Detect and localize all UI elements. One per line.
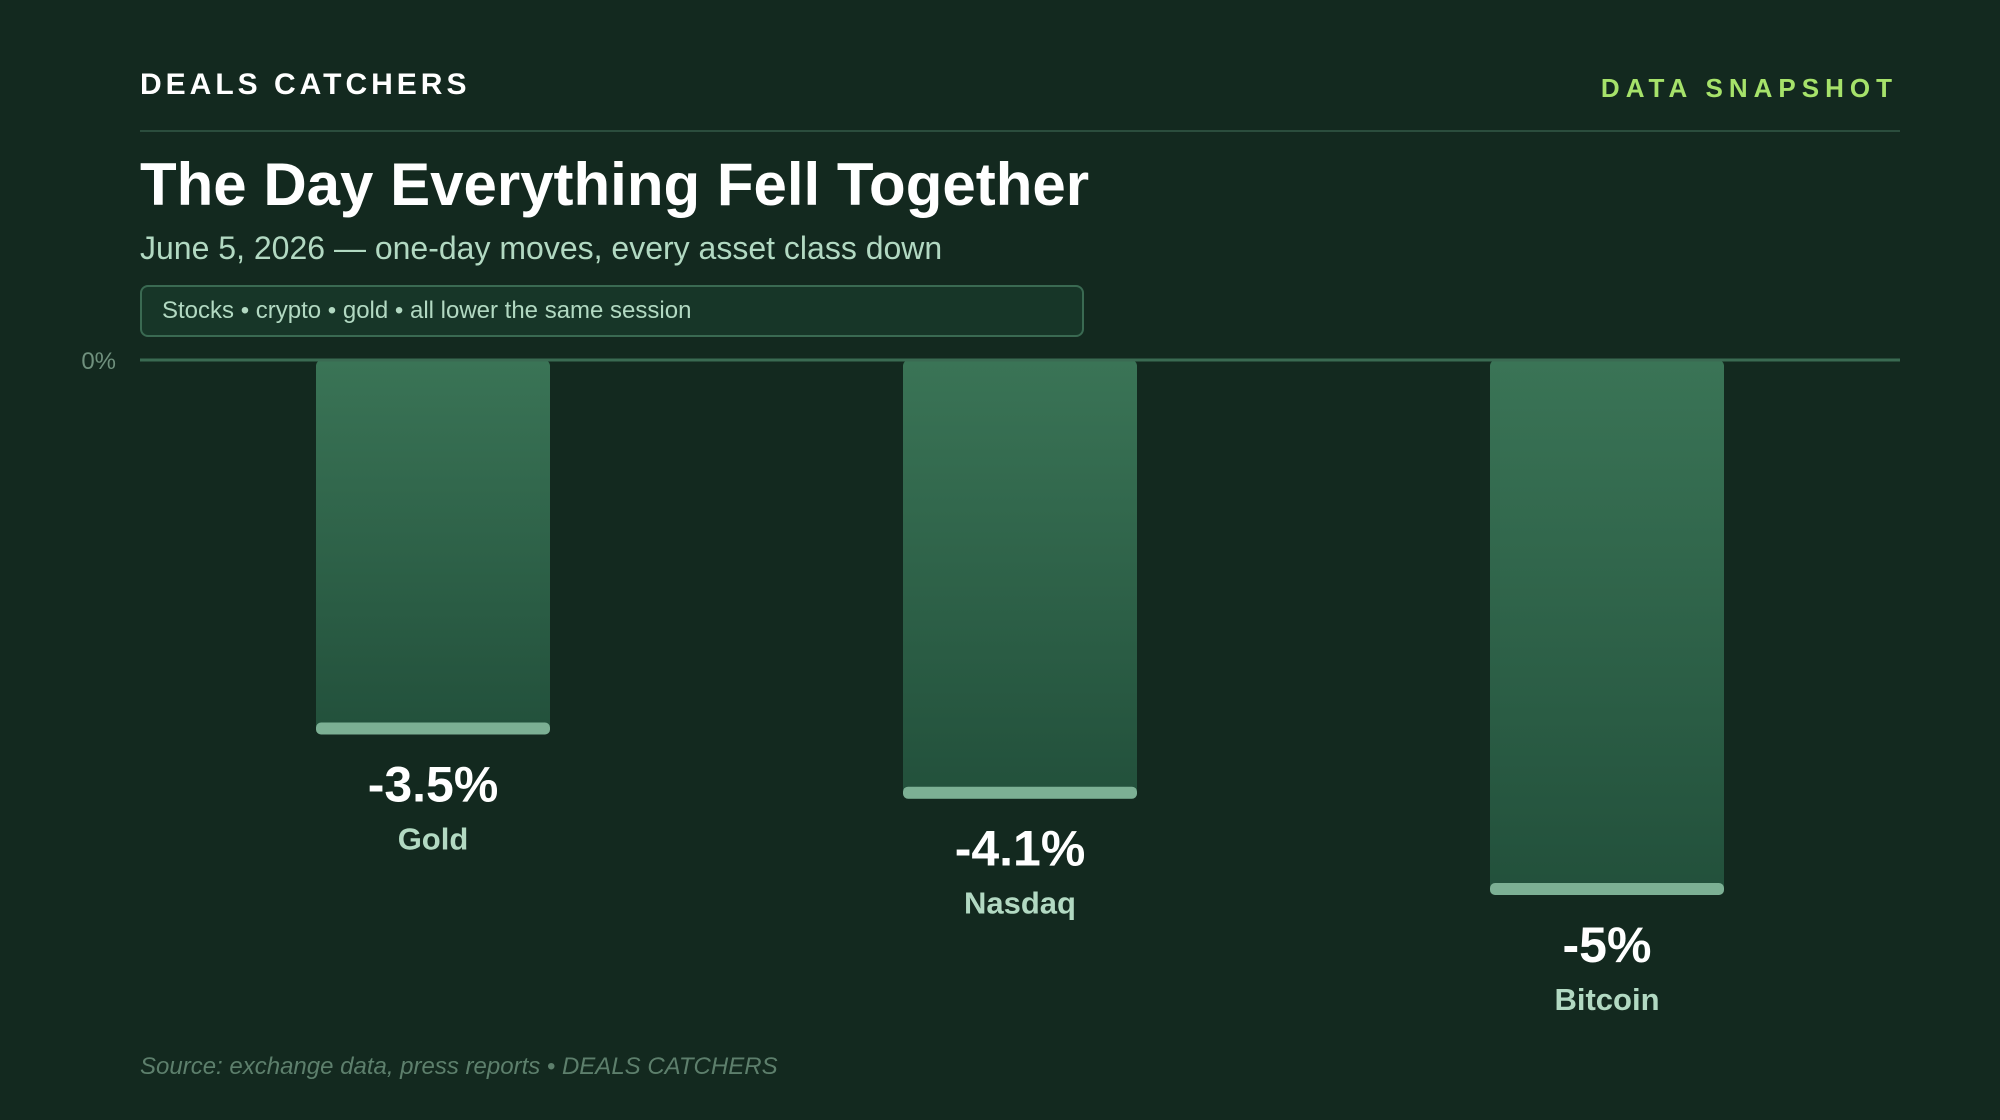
page-subtitle: June 5, 2026 — one-day moves, every asse…	[140, 230, 943, 266]
category-label-bitcoin: Bitcoin	[1554, 982, 1659, 1017]
data-label-gold: -3.5%	[368, 757, 499, 813]
page-title: The Day Everything Fell Together	[140, 151, 1090, 218]
brand-name: DEALS CATCHERS	[140, 68, 471, 101]
header-divider	[140, 130, 1900, 132]
bar-nasdaq	[903, 360, 1137, 799]
category-label-nasdaq: Nasdaq	[964, 886, 1076, 921]
section-tag: DATA SNAPSHOT	[1600, 73, 1898, 103]
bar-cap-nasdaq	[903, 786, 1137, 799]
source-note: Source: exchange data, press reports • D…	[140, 1053, 778, 1080]
data-label-bitcoin: -5%	[1563, 917, 1652, 973]
bar-cap-gold	[316, 722, 550, 735]
bar-bitcoin	[1490, 360, 1724, 895]
summary-pill: Stocks • crypto • gold • all lower the s…	[140, 285, 1084, 337]
bar-cap-bitcoin	[1490, 883, 1724, 895]
category-label-gold: Gold	[398, 822, 469, 857]
y-tick-label-zero: 0%	[81, 348, 116, 375]
data-label-nasdaq: -4.1%	[955, 821, 1086, 877]
bar-gold	[316, 360, 550, 735]
